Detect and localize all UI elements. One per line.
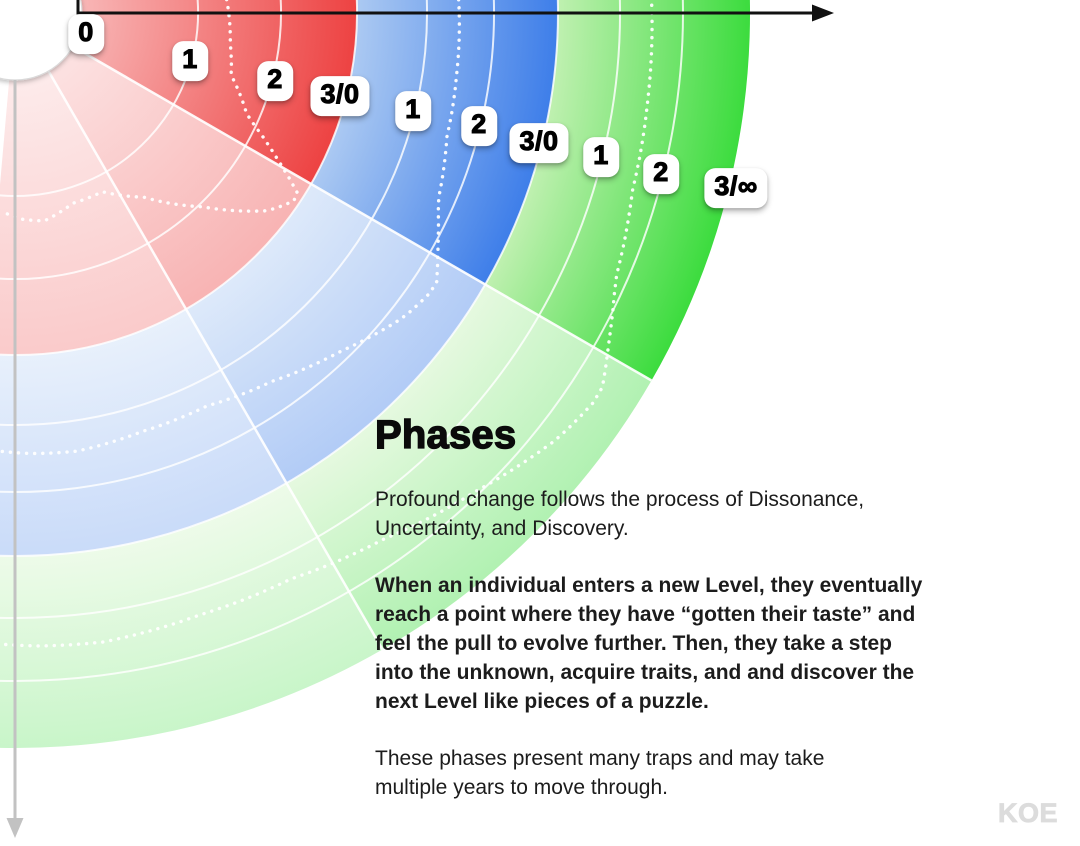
ring-arc	[0, 0, 496, 493]
ring-arc	[0, 0, 358, 356]
x-axis	[76, 0, 816, 15]
koe-logo: KOE	[997, 798, 1058, 829]
ring-arc	[0, 0, 428, 426]
ring-arc	[0, 0, 199, 197]
ring-arc	[0, 0, 622, 619]
y-axis-arrowhead	[6, 818, 24, 838]
x-axis-arrowhead	[812, 4, 834, 22]
ring-arc	[0, 0, 683, 681]
page-title: Phases	[374, 412, 517, 457]
ring-arc	[0, 0, 282, 280]
ring-sector-red-levels	[0, 71, 186, 356]
ring-sector-blue-levels	[0, 309, 287, 556]
sector-divider	[72, 45, 653, 382]
weave-dotted-path	[0, 0, 462, 456]
paragraph-intro: Profound change follows the process of D…	[375, 488, 865, 540]
paragraph-main: When an individual enters a new Level, t…	[375, 574, 923, 713]
ring-sector-green-levels	[0, 483, 383, 748]
sector-divider	[47, 70, 384, 651]
ring-sector-blue-levels	[186, 184, 486, 484]
ring-arc	[0, 0, 559, 557]
paragraph-outro: These phases present many traps and may …	[375, 747, 825, 799]
ring-sector-red-levels	[48, 46, 312, 310]
ring-sector-green-levels	[286, 284, 652, 650]
phases-text-panel: Phases Profound change follows the proce…	[374, 412, 1055, 802]
ring-sector-blue-levels	[311, 0, 558, 285]
ring-sector-red-levels	[73, 0, 357, 184]
weave-dotted-path	[0, 0, 654, 648]
weave-dotted-path	[0, 0, 300, 223]
ring-sector-green-levels	[485, 0, 750, 381]
